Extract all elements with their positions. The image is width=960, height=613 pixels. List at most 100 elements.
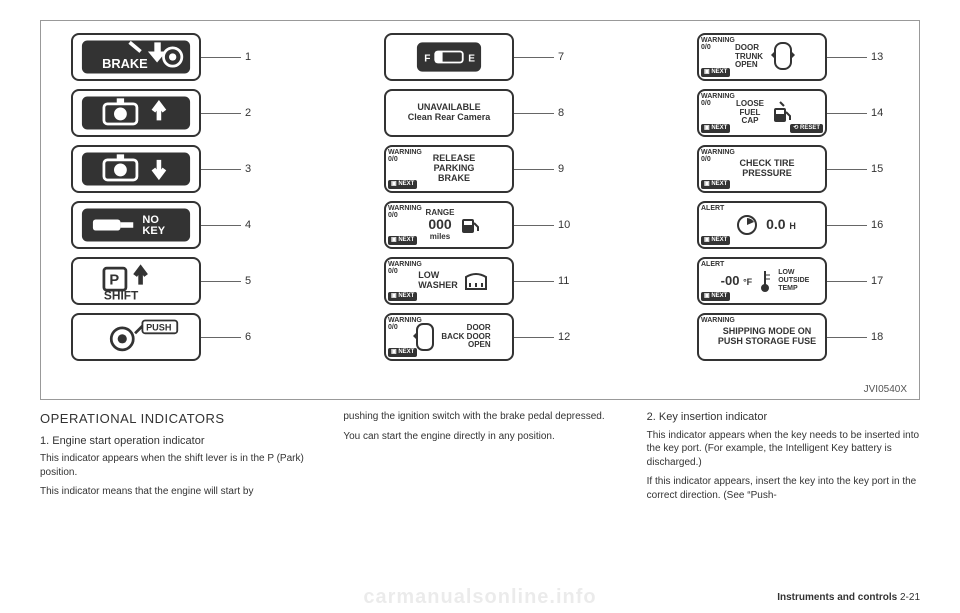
icon-row: P SHIFT 5: [71, 257, 263, 305]
indicator-tile: WARNING0/0▣ NEXTRANGE000miles: [384, 201, 514, 249]
text-col-3: 2. Key insertion indicator This indicato…: [647, 410, 920, 508]
indicator-tile: BRAKE: [71, 33, 201, 81]
callout-number: 10: [558, 219, 576, 231]
paragraph: If this indicator appears, insert the ke…: [647, 475, 920, 502]
indicator-tile: WARNING0/0▣ NEXTCHECK TIREPRESSURE: [697, 145, 827, 193]
icon-row: WARNING0/0▣ NEXTCHECK TIREPRESSURE 15: [697, 145, 889, 193]
indicator-tile: UNAVAILABLEClean Rear Camera: [384, 89, 514, 137]
leader-line: [201, 337, 241, 338]
leader-line: [514, 113, 554, 114]
indicator-tile: WARNING0/0▣ NEXTRELEASEPARKINGBRAKE: [384, 145, 514, 193]
section-heading: OPERATIONAL INDICATORS: [40, 410, 313, 428]
indicator-tile: WARNING0/0▣ NEXT⟲ RESETLOOSEFUELCAP: [697, 89, 827, 137]
indicator-tile: WARNING0/0▣ NEXT DOORBACK DOOROPEN: [384, 313, 514, 361]
subheading-2: 2. Key insertion indicator: [647, 410, 920, 425]
callout-number: 9: [558, 163, 576, 175]
callout-number: 11: [558, 275, 576, 287]
icon-column: F E 7 UNAVAILABLEClean Rear Camera 8 WARNING…: [384, 33, 576, 361]
icon-row: BRAKE 1: [71, 33, 263, 81]
indicator-figure: BRAKE 1 2 3 NO KEY 4 P SHIFT 5: [40, 20, 920, 400]
icon-row: NO KEY 4: [71, 201, 263, 249]
icon-row: ALERT▣ NEXT 0.0 H 16: [697, 201, 889, 249]
watermark: carmanualsonline.info: [363, 586, 596, 609]
indicator-tile: F E: [384, 33, 514, 81]
indicator-tile: WARNING0/0▣ NEXTLOWWASHER: [384, 257, 514, 305]
indicator-tile: NO KEY: [71, 201, 201, 249]
icon-row: PUSH 6: [71, 313, 263, 361]
callout-number: 5: [245, 275, 263, 287]
callout-number: 6: [245, 331, 263, 343]
paragraph: This indicator appears when the shift le…: [40, 452, 313, 479]
svg-text:E: E: [468, 54, 475, 65]
figure-code: JVI0540X: [864, 384, 907, 395]
leader-line: [201, 225, 241, 226]
icon-row: WARNINGSHIPPING MODE ONPUSH STORAGE FUSE…: [697, 313, 889, 361]
callout-number: 12: [558, 331, 576, 343]
leader-line: [201, 169, 241, 170]
svg-text:BRAKE: BRAKE: [102, 56, 148, 71]
icon-row: F E 7: [384, 33, 576, 81]
icon-row: WARNING0/0▣ NEXTRELEASEPARKINGBRAKE 9: [384, 145, 576, 193]
icon-column: BRAKE 1 2 3 NO KEY 4 P SHIFT 5: [71, 33, 263, 361]
svg-text:F: F: [424, 54, 430, 65]
svg-text:SHIFT: SHIFT: [104, 288, 139, 302]
leader-line: [514, 225, 554, 226]
leader-line: [827, 57, 867, 58]
indicator-tile: WARNING0/0▣ NEXTDOORTRUNKOPEN: [697, 33, 827, 81]
indicator-tile: P SHIFT: [71, 257, 201, 305]
leader-line: [514, 281, 554, 282]
callout-number: 3: [245, 163, 263, 175]
icon-row: 3: [71, 145, 263, 193]
indicator-tile: PUSH: [71, 313, 201, 361]
text-col-2: pushing the ignition switch with the bra…: [343, 410, 616, 508]
callout-number: 17: [871, 275, 889, 287]
leader-line: [201, 57, 241, 58]
callout-number: 14: [871, 107, 889, 119]
callout-number: 8: [558, 107, 576, 119]
icon-row: ALERT▣ NEXT-00 °F LOWOUTSIDETEMP 17: [697, 257, 889, 305]
paragraph: This indicator appears when the key need…: [647, 429, 920, 470]
indicator-tile: [71, 89, 201, 137]
callout-number: 18: [871, 331, 889, 343]
leader-line: [514, 169, 554, 170]
paragraph: pushing the ignition switch with the bra…: [343, 410, 616, 424]
svg-text:PUSH: PUSH: [146, 323, 171, 333]
leader-line: [827, 337, 867, 338]
icon-row: WARNING0/0▣ NEXTRANGE000miles 10: [384, 201, 576, 249]
icon-row: UNAVAILABLEClean Rear Camera 8: [384, 89, 576, 137]
text-col-1: OPERATIONAL INDICATORS 1. Engine start o…: [40, 410, 313, 508]
callout-number: 13: [871, 51, 889, 63]
subheading-1: 1. Engine start operation indicator: [40, 434, 313, 449]
leader-line: [827, 225, 867, 226]
leader-line: [827, 169, 867, 170]
icon-column: WARNING0/0▣ NEXTDOORTRUNKOPEN 13WARNING0…: [697, 33, 889, 361]
callout-number: 16: [871, 219, 889, 231]
paragraph: You can start the engine directly in any…: [343, 430, 616, 444]
icon-row: WARNING0/0▣ NEXT⟲ RESETLOOSEFUELCAP 14: [697, 89, 889, 137]
leader-line: [827, 281, 867, 282]
leader-line: [514, 337, 554, 338]
icon-columns: BRAKE 1 2 3 NO KEY 4 P SHIFT 5: [71, 33, 889, 361]
icon-row: WARNING0/0▣ NEXT DOORBACK DOOROPEN 12: [384, 313, 576, 361]
callout-number: 1: [245, 51, 263, 63]
leader-line: [201, 113, 241, 114]
paragraph: This indicator means that the engine wil…: [40, 485, 313, 499]
body-text: OPERATIONAL INDICATORS 1. Engine start o…: [40, 410, 920, 508]
svg-text:KEY: KEY: [142, 225, 165, 237]
leader-line: [827, 113, 867, 114]
icon-row: WARNING0/0▣ NEXTDOORTRUNKOPEN 13: [697, 33, 889, 81]
indicator-tile: [71, 145, 201, 193]
footer-section: Instruments and controls: [777, 592, 897, 603]
callout-number: 7: [558, 51, 576, 63]
callout-number: 15: [871, 163, 889, 175]
leader-line: [514, 57, 554, 58]
leader-line: [201, 281, 241, 282]
indicator-tile: ALERT▣ NEXT-00 °F LOWOUTSIDETEMP: [697, 257, 827, 305]
indicator-tile: ALERT▣ NEXT 0.0 H: [697, 201, 827, 249]
page-footer: Instruments and controls 2-21: [777, 592, 920, 603]
icon-row: WARNING0/0▣ NEXTLOWWASHER 11: [384, 257, 576, 305]
indicator-tile: WARNINGSHIPPING MODE ONPUSH STORAGE FUSE: [697, 313, 827, 361]
svg-text:P: P: [109, 273, 119, 289]
icon-row: 2: [71, 89, 263, 137]
callout-number: 4: [245, 219, 263, 231]
